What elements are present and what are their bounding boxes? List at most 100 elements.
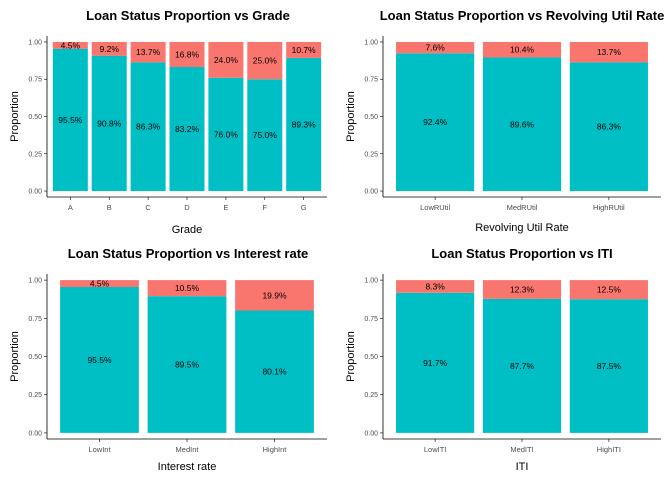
y-tick-label: 0.25 — [364, 392, 378, 399]
x-tick-label: A — [68, 203, 73, 212]
bar-secondary — [130, 41, 166, 63]
data-label-secondary: 16.8% — [175, 49, 200, 59]
data-label-primary: 89.5% — [175, 360, 200, 370]
y-tick-label: 0.75 — [364, 77, 378, 84]
data-label-primary: 95.5% — [58, 115, 83, 125]
y-tick-label: 1.00 — [364, 278, 378, 285]
data-label-primary: 95.5% — [87, 355, 112, 365]
y-tick-label: 0.50 — [364, 114, 378, 121]
y-axis-label: Proportion — [345, 331, 357, 382]
bar-primary — [91, 55, 127, 192]
chart-title: Loan Status Proportion vs Grade — [86, 8, 290, 23]
y-tick-label: 0.00 — [364, 430, 378, 437]
data-label-primary: 89.3% — [292, 119, 317, 129]
data-label-primary: 86.3% — [597, 122, 622, 132]
y-tick-label: 0.00 — [28, 430, 42, 437]
data-label-primary: 89.6% — [510, 119, 535, 129]
y-axis-label: Proportion — [9, 91, 21, 142]
y-tick-label: 0.25 — [364, 151, 378, 158]
bar-secondary — [91, 41, 127, 56]
data-label-secondary: 7.6% — [425, 43, 445, 53]
y-axis-label: Proportion — [345, 91, 357, 142]
bar-primary — [482, 298, 562, 433]
data-label-secondary: 13.7% — [597, 47, 622, 57]
data-label-primary: 86.3% — [136, 122, 161, 132]
bar-secondary — [482, 41, 562, 58]
chart-panel-4: Loan Status Proportion vs ITI 91.7% 8.3% Lo… — [345, 246, 661, 473]
x-tick-label: HighITI — [597, 445, 621, 454]
x-tick-label: D — [184, 203, 190, 212]
bar-secondary — [147, 280, 227, 297]
data-label-secondary: 13.7% — [136, 47, 161, 57]
y-tick-label: 0.25 — [28, 392, 42, 399]
x-tick-label: E — [223, 203, 228, 212]
bar-secondary — [569, 41, 648, 63]
x-axis-label: Revolving Util Rate — [475, 222, 569, 234]
data-label-secondary: 10.5% — [175, 283, 200, 293]
y-tick-label: 0.75 — [364, 316, 378, 323]
bar-secondary — [235, 280, 314, 311]
x-tick-label: HighRUtil — [593, 203, 625, 212]
data-label-primary: 83.2% — [175, 124, 200, 134]
bar-secondary — [208, 41, 244, 78]
y-axis-label: Proportion — [9, 331, 21, 382]
x-tick-label: MedInt — [176, 445, 200, 454]
bar-secondary — [482, 280, 562, 299]
y-tick-label: 0.50 — [28, 354, 42, 361]
data-label-secondary: 8.3% — [425, 281, 445, 291]
y-tick-label: 0.50 — [28, 114, 42, 121]
x-tick-label: G — [301, 203, 307, 212]
bar-secondary — [286, 41, 322, 58]
data-label-secondary: 10.4% — [510, 45, 535, 55]
x-tick-label: LowRUtil — [420, 203, 450, 212]
data-label-primary: 75.0% — [253, 130, 278, 140]
y-tick-label: 0.25 — [28, 151, 42, 158]
x-tick-label: MedRUtil — [507, 203, 538, 212]
bar-secondary — [247, 41, 283, 80]
data-label-secondary: 24.0% — [214, 55, 239, 65]
bar-primary — [396, 292, 475, 433]
bar-primary — [60, 286, 139, 433]
data-label-secondary: 25.0% — [253, 56, 278, 66]
chart-panel-3: Loan Status Proportion vs Interest rate 9… — [9, 246, 327, 473]
data-label-primary: 92.4% — [423, 117, 448, 127]
bar-secondary — [569, 280, 648, 300]
y-tick-label: 1.00 — [364, 39, 378, 46]
chart-panel-1: Loan Status Proportion vs Grade 95.5% 4.5%… — [9, 8, 327, 236]
y-tick-label: 1.00 — [28, 39, 42, 46]
data-label-primary: 87.7% — [510, 361, 535, 371]
x-axis-label: Interest rate — [158, 461, 217, 473]
x-tick-label: LowITI — [424, 445, 447, 454]
data-label-secondary: 9.2% — [100, 44, 120, 54]
data-label-primary: 90.8% — [97, 118, 122, 128]
bar-secondary — [169, 41, 205, 68]
data-label-secondary: 10.7% — [292, 45, 317, 55]
chart-title: Loan Status Proportion vs Interest rate — [68, 246, 309, 261]
data-label-secondary: 12.5% — [597, 285, 622, 295]
bar-primary — [569, 299, 648, 433]
x-tick-label: B — [107, 203, 112, 212]
data-label-secondary: 4.5% — [90, 279, 110, 289]
bar-secondary — [396, 41, 475, 54]
bar-primary — [235, 310, 314, 433]
bar-primary — [208, 77, 244, 192]
chart-panel-2: Loan Status Proportion vs Revolving Util… — [345, 8, 664, 234]
x-tick-label: F — [262, 203, 267, 212]
bar-secondary — [52, 41, 88, 49]
x-tick-label: LowInt — [88, 445, 111, 454]
data-label-primary: 80.1% — [262, 367, 287, 377]
y-tick-label: 0.00 — [364, 189, 378, 196]
chart-title: Loan Status Proportion vs Revolving Util… — [380, 8, 665, 23]
bar-primary — [482, 57, 562, 192]
data-label-primary: 76.0% — [214, 129, 239, 139]
data-label-primary: 91.7% — [423, 358, 448, 368]
data-label-secondary: 12.3% — [510, 285, 535, 295]
y-tick-label: 0.75 — [28, 316, 42, 323]
x-axis-label: ITI — [516, 461, 529, 473]
bar-secondary — [60, 280, 139, 287]
bar-primary — [569, 62, 648, 192]
data-label-primary: 87.5% — [597, 361, 622, 371]
y-tick-label: 0.75 — [28, 77, 42, 84]
